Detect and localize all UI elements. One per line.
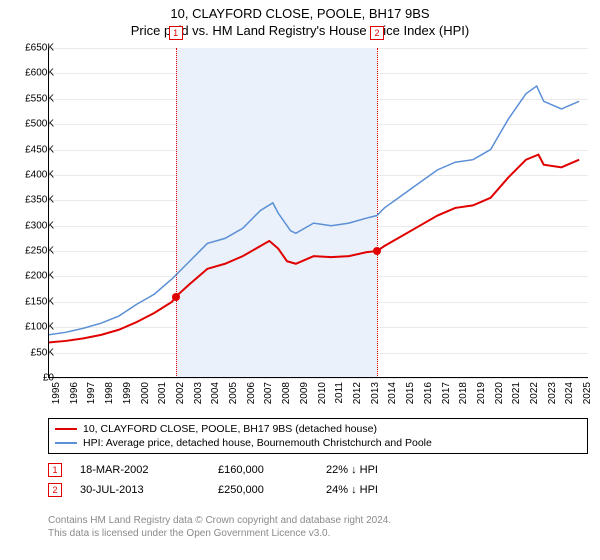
title-line2: Price paid vs. HM Land Registry's House … — [0, 23, 600, 40]
y-tick-label: £150K — [25, 296, 54, 307]
x-tick-label: 2021 — [511, 382, 522, 404]
y-tick-label: £50K — [31, 347, 54, 358]
y-tick-label: £200K — [25, 271, 54, 282]
sales-delta: 24% ↓ HPI — [326, 484, 436, 496]
x-tick-label: 2003 — [193, 382, 204, 404]
x-tick-label: 2019 — [476, 382, 487, 404]
x-tick-label: 2009 — [299, 382, 310, 404]
y-tick-label: £300K — [25, 220, 54, 231]
x-tick-label: 2018 — [458, 382, 469, 404]
x-tick-label: 2006 — [246, 382, 257, 404]
sale-dot — [172, 293, 180, 301]
x-tick-label: 2002 — [175, 382, 186, 404]
sales-price: £160,000 — [218, 464, 308, 476]
title-block: 10, CLAYFORD CLOSE, POOLE, BH17 9BS Pric… — [0, 0, 600, 40]
sales-row: 2 30-JUL-2013 £250,000 24% ↓ HPI — [48, 480, 588, 500]
x-tick-label: 1995 — [51, 382, 62, 404]
x-tick-label: 2012 — [352, 382, 363, 404]
sale-dot — [373, 247, 381, 255]
legend-swatch — [55, 428, 77, 430]
x-tick-label: 1999 — [122, 382, 133, 404]
x-tick-label: 1997 — [86, 382, 97, 404]
x-tick-label: 2011 — [334, 382, 345, 404]
legend-label: HPI: Average price, detached house, Bour… — [83, 437, 432, 449]
footer-line1: Contains HM Land Registry data © Crown c… — [48, 514, 588, 527]
x-tick-label: 2000 — [140, 382, 151, 404]
x-tick-label: 2013 — [370, 382, 381, 404]
x-tick-label: 2001 — [157, 382, 168, 404]
x-tick-label: 2016 — [423, 382, 434, 404]
series-hpi — [48, 86, 579, 335]
legend: 10, CLAYFORD CLOSE, POOLE, BH17 9BS (det… — [48, 418, 588, 454]
x-tick-label: 2015 — [405, 382, 416, 404]
x-tick-label: 1996 — [69, 382, 80, 404]
y-tick-label: £650K — [25, 43, 54, 54]
x-tick-label: 2014 — [387, 382, 398, 404]
x-tick-label: 2022 — [529, 382, 540, 404]
x-tick-label: 2023 — [547, 382, 558, 404]
legend-row: HPI: Average price, detached house, Bour… — [55, 436, 581, 450]
plot-area: 12 — [48, 48, 588, 378]
x-tick-label: 2007 — [263, 382, 274, 404]
legend-swatch — [55, 442, 77, 444]
y-tick-label: £250K — [25, 246, 54, 257]
sales-badge: 2 — [48, 483, 62, 497]
y-tick-label: £350K — [25, 195, 54, 206]
x-tick-label: 2004 — [210, 382, 221, 404]
chart-container: 10, CLAYFORD CLOSE, POOLE, BH17 9BS Pric… — [0, 0, 600, 560]
y-tick-label: £100K — [25, 322, 54, 333]
x-tick-label: 1998 — [104, 382, 115, 404]
legend-label: 10, CLAYFORD CLOSE, POOLE, BH17 9BS (det… — [83, 423, 377, 435]
sale-marker-box: 1 — [169, 26, 183, 40]
line-series — [48, 48, 588, 378]
x-tick-label: 2024 — [564, 382, 575, 404]
sales-row: 1 18-MAR-2002 £160,000 22% ↓ HPI — [48, 460, 588, 480]
y-tick-label: £600K — [25, 68, 54, 79]
sales-badge: 1 — [48, 463, 62, 477]
legend-row: 10, CLAYFORD CLOSE, POOLE, BH17 9BS (det… — [55, 422, 581, 436]
footer: Contains HM Land Registry data © Crown c… — [48, 514, 588, 540]
sale-marker-box: 2 — [370, 26, 384, 40]
sales-table: 1 18-MAR-2002 £160,000 22% ↓ HPI 2 30-JU… — [48, 460, 588, 500]
x-tick-label: 2017 — [441, 382, 452, 404]
x-tick-label: 2025 — [582, 382, 593, 404]
footer-line2: This data is licensed under the Open Gov… — [48, 527, 588, 540]
x-tick-label: 2005 — [228, 382, 239, 404]
y-tick-label: £500K — [25, 119, 54, 130]
sales-date: 30-JUL-2013 — [80, 484, 200, 496]
title-line1: 10, CLAYFORD CLOSE, POOLE, BH17 9BS — [0, 6, 600, 23]
y-tick-label: £450K — [25, 144, 54, 155]
x-tick-label: 2008 — [281, 382, 292, 404]
y-tick-label: £400K — [25, 169, 54, 180]
y-tick-label: £550K — [25, 93, 54, 104]
series-price_paid — [48, 155, 579, 343]
x-tick-label: 2010 — [317, 382, 328, 404]
sales-date: 18-MAR-2002 — [80, 464, 200, 476]
sales-delta: 22% ↓ HPI — [326, 464, 436, 476]
x-tick-label: 2020 — [494, 382, 505, 404]
sales-price: £250,000 — [218, 484, 308, 496]
